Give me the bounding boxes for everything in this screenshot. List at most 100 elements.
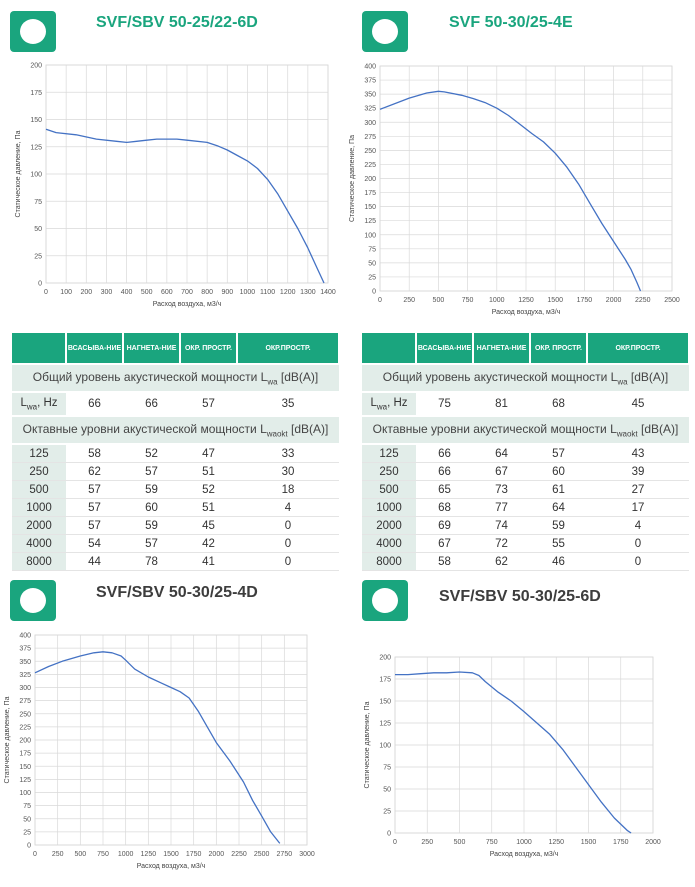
octave-value: 52 — [123, 444, 180, 463]
octave-value: 62 — [66, 462, 123, 481]
series-line — [45, 128, 325, 284]
lwa-value: 68 — [530, 392, 587, 417]
y-tick-label: 0 — [372, 289, 376, 296]
y-tick-label: 50 — [368, 260, 376, 267]
octave-value: 67 — [473, 462, 530, 481]
table-row: 8000 58 62 46 0 — [362, 552, 689, 571]
y-tick-label: 75 — [34, 199, 42, 206]
octave-level-label: Октавные уровни акустической мощности Lw… — [362, 415, 689, 445]
y-tick-label: 375 — [19, 646, 31, 653]
y-tick-label: 150 — [30, 117, 42, 124]
lwa-value: 45 — [587, 392, 689, 417]
x-tick-label: 700 — [181, 289, 193, 296]
header-ambient-2: ОКР.ПРОСТР. — [587, 333, 690, 364]
x-tick-label: 2000 — [209, 851, 225, 858]
logo-badge — [362, 11, 408, 52]
x-tick-label: 200 — [80, 289, 92, 296]
y-tick-label: 250 — [364, 148, 376, 155]
x-tick-label: 1750 — [577, 297, 593, 304]
octave-value: 47 — [180, 444, 237, 463]
y-tick-label: 100 — [379, 743, 391, 750]
octave-value: 17 — [587, 498, 689, 517]
octave-value: 27 — [587, 480, 689, 499]
octave-value: 74 — [473, 516, 530, 535]
y-tick-label: 100 — [364, 232, 376, 239]
x-tick-label: 3000 — [299, 851, 315, 858]
y-tick-label: 50 — [383, 787, 391, 794]
x-tick-label: 300 — [101, 289, 113, 296]
y-tick-label: 75 — [368, 246, 376, 253]
octave-value: 42 — [180, 534, 237, 553]
x-tick-label: 400 — [121, 289, 133, 296]
octave-value: 43 — [587, 444, 689, 463]
logo-badge — [362, 580, 408, 621]
table-row: 250 62 57 51 30 — [12, 462, 339, 481]
x-tick-label: 900 — [221, 289, 233, 296]
y-tick-label: 300 — [19, 685, 31, 692]
y-tick-label: 0 — [387, 831, 391, 838]
logo-badge — [10, 580, 56, 621]
y-tick-label: 100 — [30, 172, 42, 179]
x-tick-label: 1250 — [548, 839, 564, 846]
lwa-value: 35 — [237, 392, 339, 417]
octave-frequency: 125 — [12, 444, 66, 463]
octave-value: 0 — [237, 516, 339, 535]
octave-frequency: 1000 — [362, 498, 416, 517]
octave-frequency: 8000 — [12, 552, 66, 571]
y-tick-label: 175 — [30, 90, 42, 97]
octave-value: 44 — [66, 552, 123, 571]
octave-value: 60 — [123, 498, 180, 517]
x-tick-label: 250 — [421, 839, 433, 846]
x-tick-label: 500 — [454, 839, 466, 846]
y-tick-label: 400 — [19, 633, 31, 640]
series-line — [379, 90, 642, 292]
x-tick-label: 500 — [141, 289, 153, 296]
chart-pressure-flow-2: 0 25 50 75 100 125 150 175 200 225 250 275 300 325 350… — [349, 64, 680, 317]
octave-value: 54 — [66, 534, 123, 553]
model-title-1: SVF/SBV 50-25/22-6D — [96, 14, 258, 31]
acoustic-table-1: ВСАСЫВА-НИЕ НАГНЕТА-НИЕ ОКР. ПРОСТР. ОКР… — [12, 333, 340, 571]
octave-frequency: 4000 — [362, 534, 416, 553]
octave-frequency: 500 — [12, 480, 66, 499]
table-row: 1000 57 60 51 4 — [12, 498, 339, 517]
y-tick-label: 125 — [30, 144, 42, 151]
model-title-3: SVF/SBV 50-30/25-4D — [96, 584, 258, 601]
table-row: 2000 57 59 45 0 — [12, 516, 339, 535]
octave-value: 57 — [123, 534, 180, 553]
y-tick-label: 175 — [19, 751, 31, 758]
y-tick-label: 175 — [364, 190, 376, 197]
octave-value: 0 — [237, 552, 339, 571]
series-line — [395, 671, 632, 834]
y-tick-label: 125 — [379, 721, 391, 728]
x-tick-label: 800 — [201, 289, 213, 296]
y-tick-label: 25 — [368, 274, 376, 281]
model-title-2: SVF 50-30/25-4E — [449, 14, 573, 31]
octave-value: 69 — [416, 516, 473, 535]
table-row: 500 65 73 61 27 — [362, 480, 689, 499]
table-row: Lwa, Hz 66 66 57 35 — [12, 392, 339, 417]
y-axis-label: Статическое давление, Па — [364, 701, 371, 788]
x-tick-label: 1000 — [240, 289, 256, 296]
chart-pressure-flow-3: 0 25 50 75 100 125 150 175 200 225 250 275 300 325 350… — [4, 633, 315, 871]
header-intake: ВСАСЫВА-НИЕ — [416, 333, 474, 364]
octave-value: 39 — [587, 462, 689, 481]
chart-pressure-flow-1: 0 25 50 75 100 125 150 175 200 0 100 200 300 400 500 60… — [15, 63, 336, 309]
octave-frequency: 1000 — [12, 498, 66, 517]
octave-frequency: 500 — [362, 480, 416, 499]
y-tick-label: 0 — [38, 281, 42, 288]
y-tick-label: 150 — [379, 699, 391, 706]
octave-value: 72 — [473, 534, 530, 553]
y-tick-label: 275 — [19, 698, 31, 705]
table-row: 1000 68 77 64 17 — [362, 498, 689, 517]
x-tick-label: 1200 — [280, 289, 296, 296]
x-tick-label: 0 — [33, 851, 37, 858]
table-row: 250 66 67 60 39 — [362, 462, 689, 481]
y-tick-label: 200 — [19, 738, 31, 745]
x-axis-label: Расход воздуха, м3/ч — [137, 863, 206, 870]
octave-value: 51 — [180, 462, 237, 481]
octave-value: 62 — [473, 552, 530, 571]
octave-value: 4 — [237, 498, 339, 517]
x-tick-label: 250 — [52, 851, 64, 858]
x-tick-label: 250 — [403, 297, 415, 304]
octave-value: 57 — [123, 462, 180, 481]
